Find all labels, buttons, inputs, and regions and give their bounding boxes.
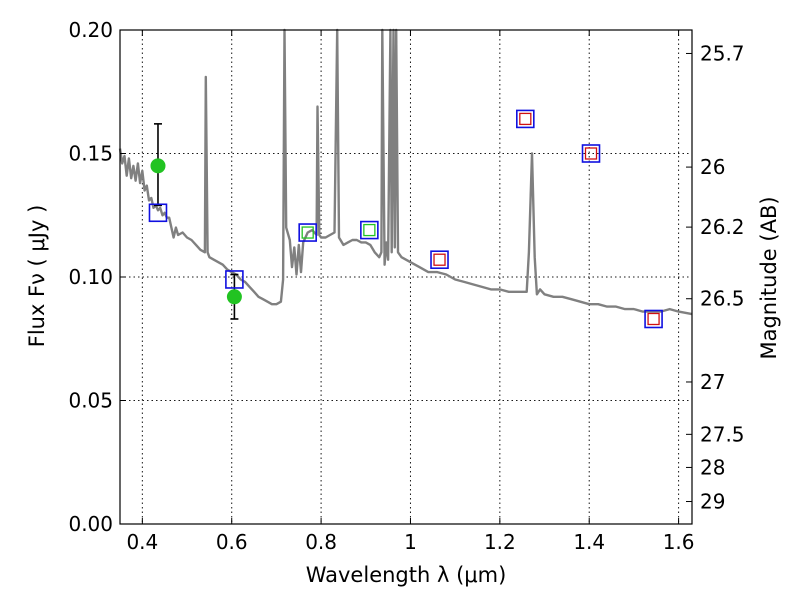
right-axis-ticks: 25.7 26 26.2 26.5 27 27.5 28 29 xyxy=(686,41,745,514)
right-tick-label: 26.2 xyxy=(700,215,745,239)
model-square xyxy=(516,109,535,129)
y-tick-label: 0.20 xyxy=(68,18,113,42)
inner-square xyxy=(433,253,446,266)
outer-square xyxy=(225,270,244,289)
x-tick-label: 0.8 xyxy=(305,530,337,554)
x-axis-label: Wavelength λ (μm) xyxy=(306,563,507,587)
model-spectrum xyxy=(118,28,693,316)
model-square xyxy=(298,223,317,242)
observed-points xyxy=(150,123,242,320)
right-tick-label: 26.5 xyxy=(700,287,745,311)
outer-square xyxy=(581,144,601,163)
x-tick-label: 0.6 xyxy=(216,530,248,554)
x-tick-label: 1.6 xyxy=(663,530,695,554)
observed-marker xyxy=(150,158,166,174)
right-axis-label: Magnitude (AB) xyxy=(757,196,781,359)
x-tick-label: 1.2 xyxy=(484,530,516,554)
outer-square xyxy=(148,203,168,223)
right-tick-label: 25.7 xyxy=(700,41,745,65)
x-tick-label: 1 xyxy=(404,530,417,554)
inner-square xyxy=(647,312,660,326)
outer-square xyxy=(430,250,449,270)
model-square xyxy=(430,250,449,270)
y-tick-label: 0.15 xyxy=(68,142,113,166)
x-tick-label: 1.4 xyxy=(573,530,605,554)
right-tick-label: 27 xyxy=(700,370,725,394)
model-square xyxy=(644,309,663,329)
inner-square xyxy=(363,223,376,237)
x-tick-label: 0.4 xyxy=(126,530,158,554)
x-axis-ticks: 0.4 0.6 0.8 1 1.2 1.4 1.6 xyxy=(126,30,695,554)
observed-point xyxy=(226,273,242,320)
model-square xyxy=(360,220,379,240)
inner-square xyxy=(301,226,314,239)
y-tick-label: 0.05 xyxy=(68,389,113,413)
outer-square xyxy=(644,309,663,329)
y-tick-label: 0.10 xyxy=(68,265,113,289)
model-square xyxy=(148,203,168,223)
y-axis-ticks: 0.00 0.05 0.10 0.15 0.20 xyxy=(68,18,126,536)
inner-square xyxy=(519,112,532,126)
right-tick-label: 28 xyxy=(700,455,725,479)
model-square xyxy=(581,144,601,163)
outer-square xyxy=(516,109,535,129)
model-photometry-points xyxy=(148,109,663,329)
right-tick-label: 27.5 xyxy=(700,422,745,446)
outer-square xyxy=(298,223,317,242)
observed-marker xyxy=(226,289,242,305)
model-square xyxy=(225,270,244,289)
y-axis-label: Flux Fν ( μJy ) xyxy=(25,205,49,348)
observed-point xyxy=(150,123,166,207)
outer-square xyxy=(360,220,379,240)
y-tick-label: 0.00 xyxy=(68,512,113,536)
inner-square xyxy=(584,147,598,160)
right-tick-label: 29 xyxy=(700,490,725,514)
right-tick-label: 26 xyxy=(700,155,725,179)
model-spectrum-line xyxy=(118,28,693,316)
